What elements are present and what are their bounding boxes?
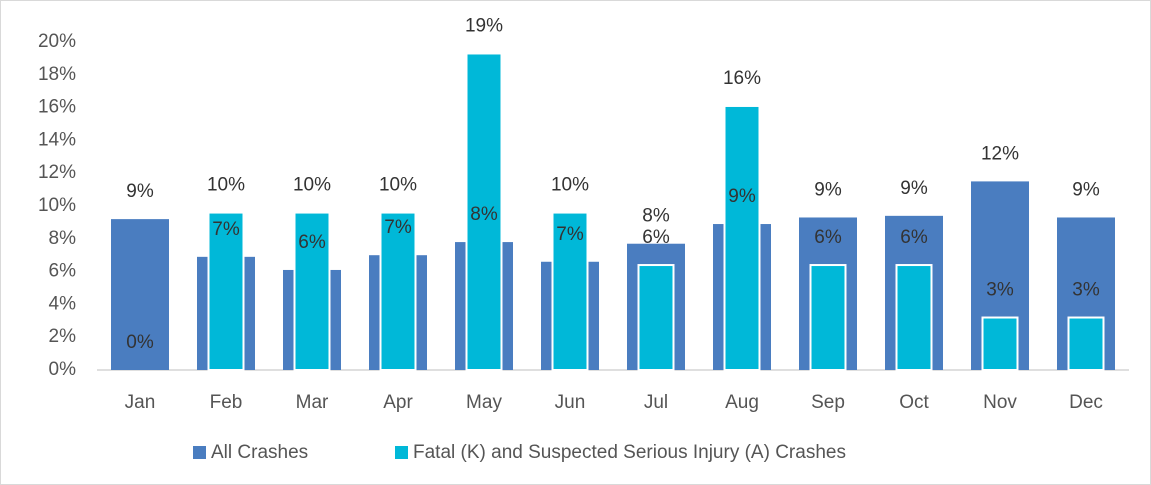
value-label: 7% xyxy=(212,219,240,240)
legend-swatch xyxy=(193,446,206,459)
value-label: 6% xyxy=(814,227,842,248)
y-tick-label: 14% xyxy=(38,129,76,150)
x-tick-label: Mar xyxy=(296,392,329,413)
x-tick-label: Jan xyxy=(125,392,156,413)
value-label: 9% xyxy=(126,181,154,202)
value-label: 10% xyxy=(551,175,589,196)
value-label: 10% xyxy=(379,175,417,196)
value-label: 9% xyxy=(1072,179,1100,200)
x-tick-label: Oct xyxy=(899,392,929,413)
value-label: 3% xyxy=(1072,280,1100,301)
bar xyxy=(207,211,245,371)
value-label: 6% xyxy=(298,232,326,253)
value-label: 6% xyxy=(642,227,670,248)
y-tick-label: 4% xyxy=(49,293,77,314)
y-tick-label: 16% xyxy=(38,97,76,118)
x-tick-label: Dec xyxy=(1069,392,1103,413)
legend-label: Fatal (K) and Suspected Serious Injury (… xyxy=(413,442,846,463)
value-label: 7% xyxy=(384,217,412,238)
legend-swatch xyxy=(395,446,408,459)
bar xyxy=(465,52,503,371)
value-label: 3% xyxy=(986,280,1014,301)
x-tick-label: Feb xyxy=(210,392,243,413)
value-label: 19% xyxy=(465,15,503,36)
bar xyxy=(981,316,1019,371)
bar xyxy=(1067,316,1105,371)
value-label: 7% xyxy=(556,224,584,245)
x-tick-label: May xyxy=(466,392,502,413)
x-tick-label: Jul xyxy=(644,392,668,413)
value-label: 10% xyxy=(207,175,245,196)
y-tick-label: 20% xyxy=(38,31,76,52)
y-tick-label: 8% xyxy=(49,228,77,249)
value-label: 8% xyxy=(470,204,498,225)
y-tick-label: 10% xyxy=(38,195,76,216)
bar xyxy=(723,104,761,372)
x-tick-label: Aug xyxy=(725,392,759,413)
value-label: 9% xyxy=(900,178,928,199)
x-tick-label: Sep xyxy=(811,392,845,413)
y-tick-label: 12% xyxy=(38,162,76,183)
x-tick-label: Apr xyxy=(383,392,413,413)
y-tick-label: 18% xyxy=(38,64,76,85)
bar xyxy=(551,211,589,371)
y-tick-label: 2% xyxy=(49,326,77,347)
x-tick-label: Jun xyxy=(555,392,586,413)
bar xyxy=(293,211,331,371)
value-label: 9% xyxy=(728,186,756,207)
value-label: 8% xyxy=(642,206,670,227)
bar xyxy=(809,264,847,372)
y-tick-label: 0% xyxy=(49,359,77,380)
value-label: 0% xyxy=(126,332,154,353)
value-label: 9% xyxy=(814,179,842,200)
x-tick-label: Nov xyxy=(983,392,1017,413)
value-label: 6% xyxy=(900,227,928,248)
bar xyxy=(637,264,675,372)
legend-label: All Crashes xyxy=(211,442,308,463)
value-label: 16% xyxy=(723,68,761,89)
bar xyxy=(379,211,417,371)
value-label: 10% xyxy=(293,175,331,196)
y-tick-label: 6% xyxy=(49,261,77,282)
bar xyxy=(111,219,169,370)
bar xyxy=(895,264,933,372)
value-label: 12% xyxy=(981,143,1019,164)
